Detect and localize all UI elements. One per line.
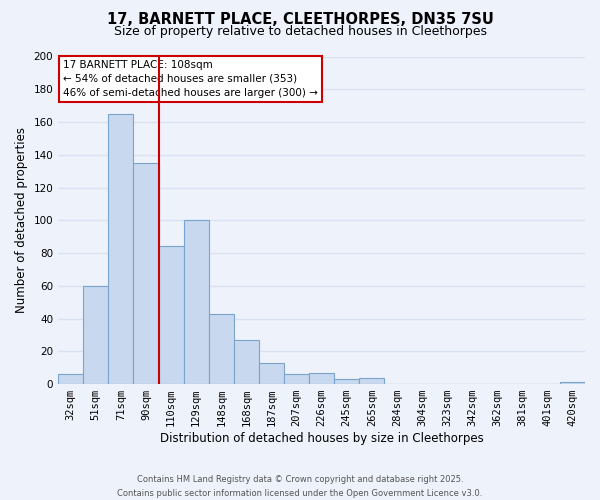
Bar xyxy=(158,246,184,384)
Bar xyxy=(234,340,259,384)
Bar xyxy=(133,163,158,384)
X-axis label: Distribution of detached houses by size in Cleethorpes: Distribution of detached houses by size … xyxy=(160,432,484,445)
Bar xyxy=(334,379,359,384)
Bar xyxy=(83,286,109,384)
Text: 17 BARNETT PLACE: 108sqm
← 54% of detached houses are smaller (353)
46% of semi-: 17 BARNETT PLACE: 108sqm ← 54% of detach… xyxy=(64,60,319,98)
Bar xyxy=(560,382,585,384)
Bar xyxy=(109,114,133,384)
Text: Size of property relative to detached houses in Cleethorpes: Size of property relative to detached ho… xyxy=(113,25,487,38)
Bar xyxy=(284,374,309,384)
Text: Contains HM Land Registry data © Crown copyright and database right 2025.
Contai: Contains HM Land Registry data © Crown c… xyxy=(118,476,482,498)
Bar xyxy=(309,372,334,384)
Bar xyxy=(209,314,234,384)
Bar xyxy=(184,220,209,384)
Bar xyxy=(359,378,385,384)
Text: 17, BARNETT PLACE, CLEETHORPES, DN35 7SU: 17, BARNETT PLACE, CLEETHORPES, DN35 7SU xyxy=(107,12,493,28)
Bar xyxy=(58,374,83,384)
Bar xyxy=(259,363,284,384)
Y-axis label: Number of detached properties: Number of detached properties xyxy=(15,128,28,314)
